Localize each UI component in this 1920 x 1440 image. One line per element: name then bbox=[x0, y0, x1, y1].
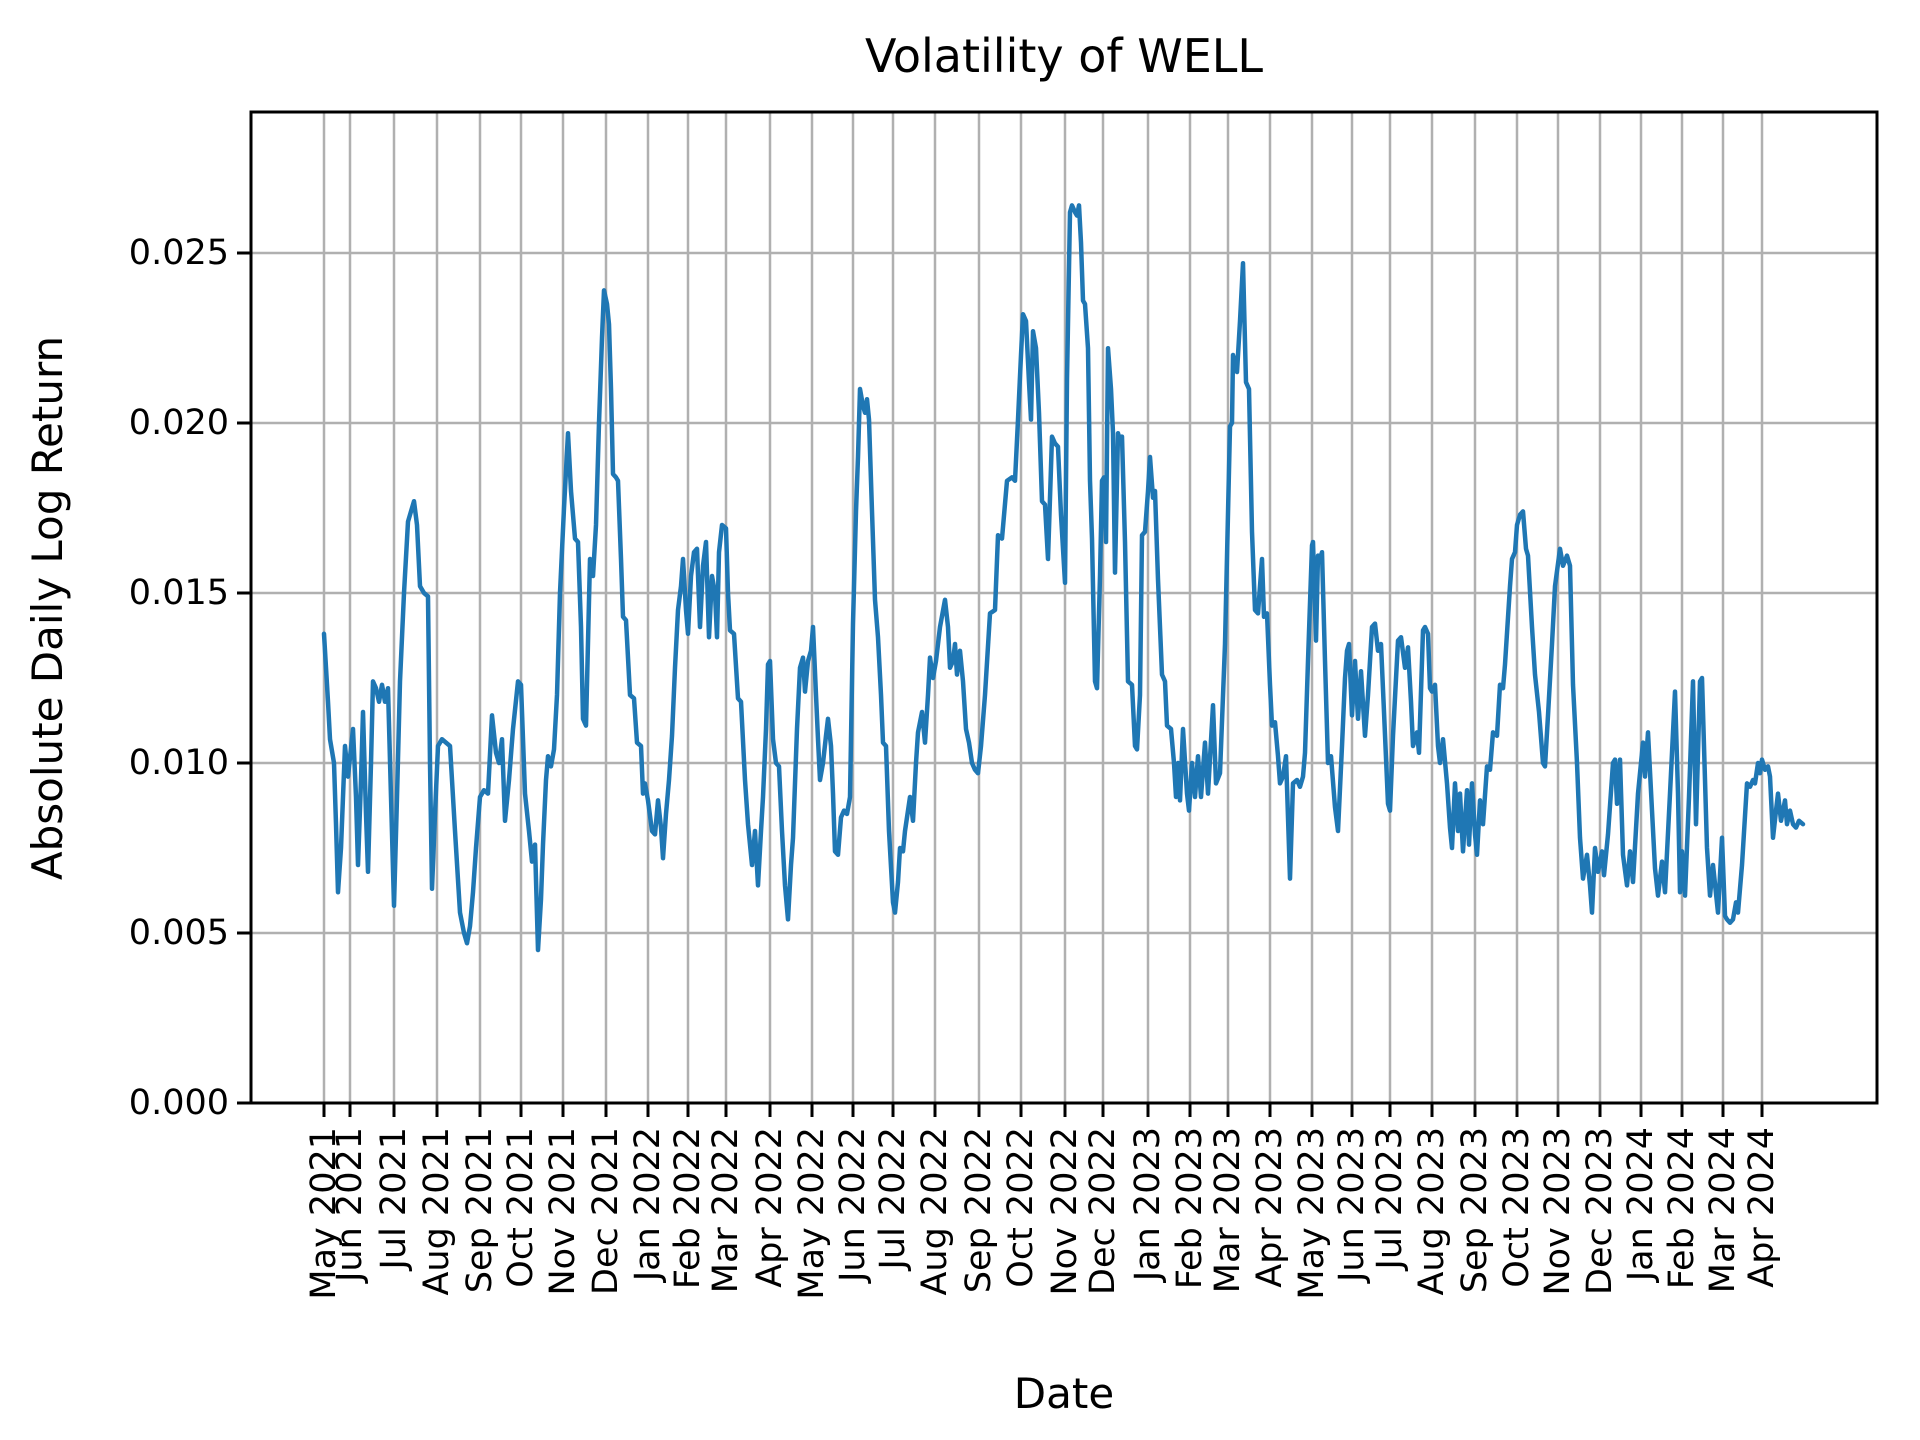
y-tick-label: 0.025 bbox=[129, 233, 229, 273]
y-tick-label: 0.015 bbox=[129, 573, 229, 613]
x-tick-label: Nov 2022 bbox=[1045, 1127, 1085, 1296]
x-tick-label: Jun 2021 bbox=[330, 1127, 370, 1284]
x-tick-label: Jun 2023 bbox=[1332, 1127, 1372, 1284]
x-tick-label: Jan 2024 bbox=[1621, 1127, 1661, 1283]
x-tick-label: Oct 2023 bbox=[1497, 1127, 1537, 1288]
x-tick-label: Mar 2023 bbox=[1208, 1127, 1248, 1293]
x-tick-label: Mar 2022 bbox=[706, 1127, 746, 1293]
x-tick-label: Mar 2024 bbox=[1703, 1127, 1743, 1293]
grid-layer bbox=[251, 112, 1877, 1103]
x-tick-label: Nov 2021 bbox=[543, 1127, 583, 1296]
x-tick-label: Oct 2021 bbox=[501, 1127, 541, 1288]
data-layer bbox=[321, 203, 1806, 953]
y-axis-label: Absolute Daily Log Return bbox=[23, 336, 72, 880]
series-line bbox=[321, 203, 1806, 953]
y-tick-label: 0.020 bbox=[129, 403, 229, 443]
x-tick-label: Feb 2023 bbox=[1170, 1127, 1210, 1289]
x-tick-label: Apr 2023 bbox=[1250, 1127, 1290, 1288]
x-tick-label: Aug 2023 bbox=[1412, 1127, 1452, 1296]
x-tick-label: Sep 2022 bbox=[959, 1127, 999, 1293]
x-axis-label: Date bbox=[1014, 1369, 1114, 1418]
x-tick-label: May 2021 bbox=[304, 1127, 344, 1300]
y-tick-label: 0.000 bbox=[129, 1083, 229, 1123]
x-tick-label: Dec 2023 bbox=[1580, 1127, 1620, 1295]
x-tick-label: Jul 2023 bbox=[1370, 1127, 1410, 1271]
x-tick-label: Apr 2022 bbox=[750, 1127, 790, 1288]
x-tick-label: Dec 2021 bbox=[586, 1127, 626, 1295]
chart-title: Volatility of WELL bbox=[865, 29, 1263, 83]
x-tick-label: Feb 2022 bbox=[668, 1127, 708, 1289]
x-tick-label: Aug 2022 bbox=[915, 1127, 955, 1296]
x-tick-label: Oct 2022 bbox=[1001, 1127, 1041, 1288]
y-tick-label: 0.010 bbox=[129, 743, 229, 783]
x-tick-label: Aug 2021 bbox=[417, 1127, 457, 1296]
x-tick-label: Dec 2022 bbox=[1083, 1127, 1123, 1295]
x-tick-label: Feb 2024 bbox=[1662, 1127, 1702, 1289]
x-tick-label: Nov 2023 bbox=[1538, 1127, 1578, 1296]
y-tick-label: 0.005 bbox=[129, 913, 229, 953]
x-tick-label: Jun 2022 bbox=[833, 1127, 873, 1284]
x-tick-label: May 2023 bbox=[1292, 1127, 1332, 1300]
x-tick-label: Apr 2024 bbox=[1742, 1127, 1782, 1288]
x-tick-label: Sep 2023 bbox=[1455, 1127, 1495, 1293]
x-tick-label: Jul 2022 bbox=[873, 1127, 913, 1271]
x-tick-label: Jan 2023 bbox=[1128, 1127, 1168, 1283]
x-tick-label: May 2022 bbox=[792, 1127, 832, 1300]
x-tick-label: Jul 2021 bbox=[374, 1127, 414, 1271]
x-tick-label: Sep 2021 bbox=[460, 1127, 500, 1293]
plot-border bbox=[249, 110, 1879, 1105]
x-tick-label: Jan 2022 bbox=[628, 1127, 668, 1283]
